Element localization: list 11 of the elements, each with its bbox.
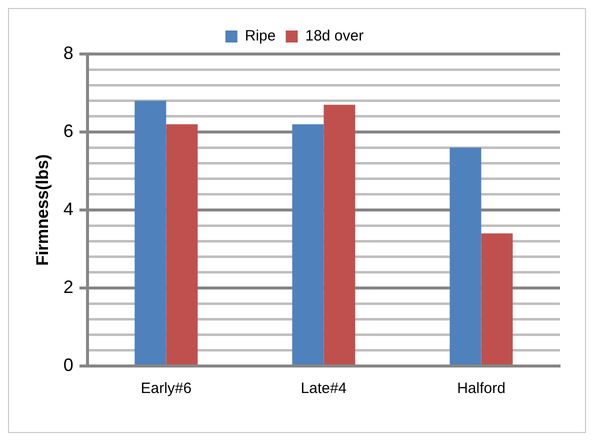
legend-label: Ripe [244, 28, 276, 45]
legend-label: 18d over [305, 28, 364, 45]
y-axis-title: Firmness(lbs) [32, 154, 52, 266]
y-tick-label: 0 [63, 354, 74, 375]
x-tick-label: Halford [457, 380, 506, 398]
y-tick-label: 8 [63, 42, 74, 63]
y-tick-label: 2 [63, 276, 74, 297]
y-tick-label: 4 [63, 198, 74, 219]
x-tick-label: Late#4 [300, 380, 347, 398]
x-tick-label: Early#6 [140, 380, 192, 398]
y-tick-label: 6 [63, 120, 74, 141]
